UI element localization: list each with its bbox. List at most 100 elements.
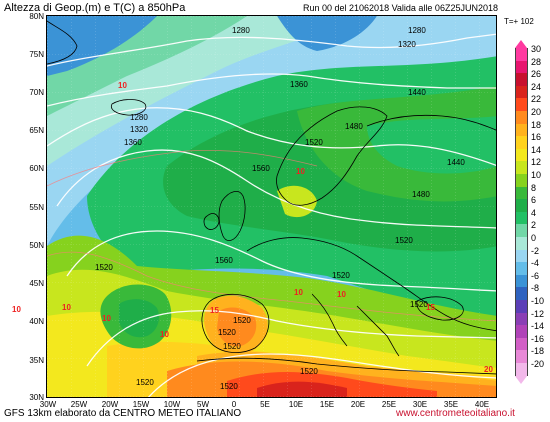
legend-label: 6 [531, 195, 537, 206]
lat-label: 40N [29, 317, 44, 326]
lat-label: 55N [29, 203, 44, 212]
temp-label: 20 [484, 365, 493, 374]
legend-label: 22 [531, 94, 542, 105]
geop-label: 1520 [395, 236, 413, 245]
temp-label: 10 [62, 303, 71, 312]
header: Altezza di Geop.(m) e T(C) a 850hPa Run … [0, 0, 550, 15]
legend-bottom-arrow [515, 375, 527, 384]
lat-label: 45N [29, 279, 44, 288]
run-info: Run 00 del 21062018 Valida alle 06Z25JUN… [303, 3, 498, 13]
lon-label: 25E [381, 400, 397, 409]
legend-label: -20 [531, 359, 545, 369]
legend-swatch [515, 111, 528, 125]
legend-swatch [515, 237, 528, 251]
legend-label: -14 [531, 321, 545, 332]
lat-label: 50N [29, 241, 44, 250]
legend-label: -2 [531, 245, 540, 256]
legend-swatch [515, 312, 528, 326]
legend-swatch [515, 350, 528, 364]
geop-label: 1440 [408, 88, 426, 97]
legend-label: 16 [531, 132, 542, 143]
lon-label: 30E [412, 400, 428, 409]
geop-label: 1440 [447, 158, 465, 167]
footer-credit: GFS 13km elaborato da CENTRO METEO ITALI… [4, 408, 242, 419]
geop-label: 1560 [252, 164, 270, 173]
legend-label: -6 [531, 270, 540, 281]
legend-label: 18 [531, 119, 542, 130]
legend-label: 2 [531, 220, 537, 231]
lat-label: 70N [29, 88, 44, 97]
lat-label: 65N [29, 126, 44, 135]
legend-label: 4 [531, 207, 537, 218]
geop-label: 1520 [136, 378, 154, 387]
legend-swatch [515, 148, 528, 162]
lat-label: 35N [29, 356, 44, 365]
lon-label: 35E [443, 400, 459, 409]
geop-label: 1480 [345, 122, 363, 131]
legend-top-arrow [515, 40, 527, 48]
lon-label: 10W [163, 400, 181, 409]
temp-label: 10 [294, 288, 303, 297]
legend-swatch [515, 161, 528, 175]
temp-label: 10 [296, 167, 305, 176]
lat-label: 80N [29, 12, 44, 21]
lon-label: 15E [319, 400, 335, 409]
geop-label: 1320 [398, 40, 416, 49]
legend-swatch [515, 224, 528, 238]
legend-label: -8 [531, 283, 540, 294]
legend-label: 30 [531, 44, 542, 54]
geop-label: 1280 [232, 26, 250, 35]
legend-swatch [515, 363, 528, 377]
footer-website: www.centrometeoitaliano.it [396, 408, 515, 419]
weather-map [46, 15, 497, 398]
geop-label: 1520 [332, 271, 350, 280]
lon-label: 5E [260, 400, 270, 409]
lat-label: 75N [29, 50, 44, 59]
legend-swatch [515, 123, 528, 137]
lon-label: 15W [132, 400, 150, 409]
chart-title: Altezza di Geop.(m) e T(C) a 850hPa [4, 2, 186, 14]
geop-label: 1360 [124, 138, 142, 147]
map-canvas [47, 16, 496, 397]
legend-swatch [515, 337, 528, 351]
legend-swatch [515, 199, 528, 213]
geop-label: 1520 [305, 138, 323, 147]
temp-label: 10 [12, 305, 21, 314]
legend-swatch [515, 85, 528, 99]
geop-label: 1480 [412, 190, 430, 199]
geop-label: 1520 [95, 263, 113, 272]
legend-label: 0 [531, 233, 537, 243]
geop-label: 1280 [130, 113, 148, 122]
legend-label: 28 [531, 56, 542, 67]
legend-swatch [515, 73, 528, 87]
geop-label: 1520 [218, 328, 236, 337]
geop-label: 1320 [130, 125, 148, 134]
lon-label: 20E [350, 400, 366, 409]
geop-label: 1520 [233, 316, 251, 325]
geop-label: 1360 [290, 80, 308, 89]
legend-label: -18 [531, 346, 545, 357]
lon-label: 25W [70, 400, 88, 409]
legend-label: 14 [531, 144, 542, 155]
lon-label: 40E [474, 400, 490, 409]
forecast-hour: T=+ 102 [504, 17, 534, 26]
geop-label: 1520 [410, 300, 428, 309]
legend-swatch [515, 325, 528, 339]
lat-label: 30N [29, 393, 44, 402]
legend-swatch [515, 98, 528, 112]
lon-label: 5W [197, 400, 209, 409]
legend-swatch [515, 48, 528, 62]
temp-label: 10 [337, 290, 346, 299]
lon-label: 10E [288, 400, 304, 409]
legend-swatch [515, 186, 528, 200]
geop-label: 1280 [408, 26, 426, 35]
lon-label: 20W [101, 400, 119, 409]
legend-label: 10 [531, 170, 542, 180]
legend-swatch [515, 287, 528, 301]
temp-label: 10 [102, 314, 111, 323]
legend-label: 24 [531, 81, 542, 92]
legend-label: -10 [531, 296, 545, 306]
temp-label: 15 [210, 306, 219, 315]
legend-swatch [515, 262, 528, 276]
legend-label: -16 [531, 333, 545, 344]
